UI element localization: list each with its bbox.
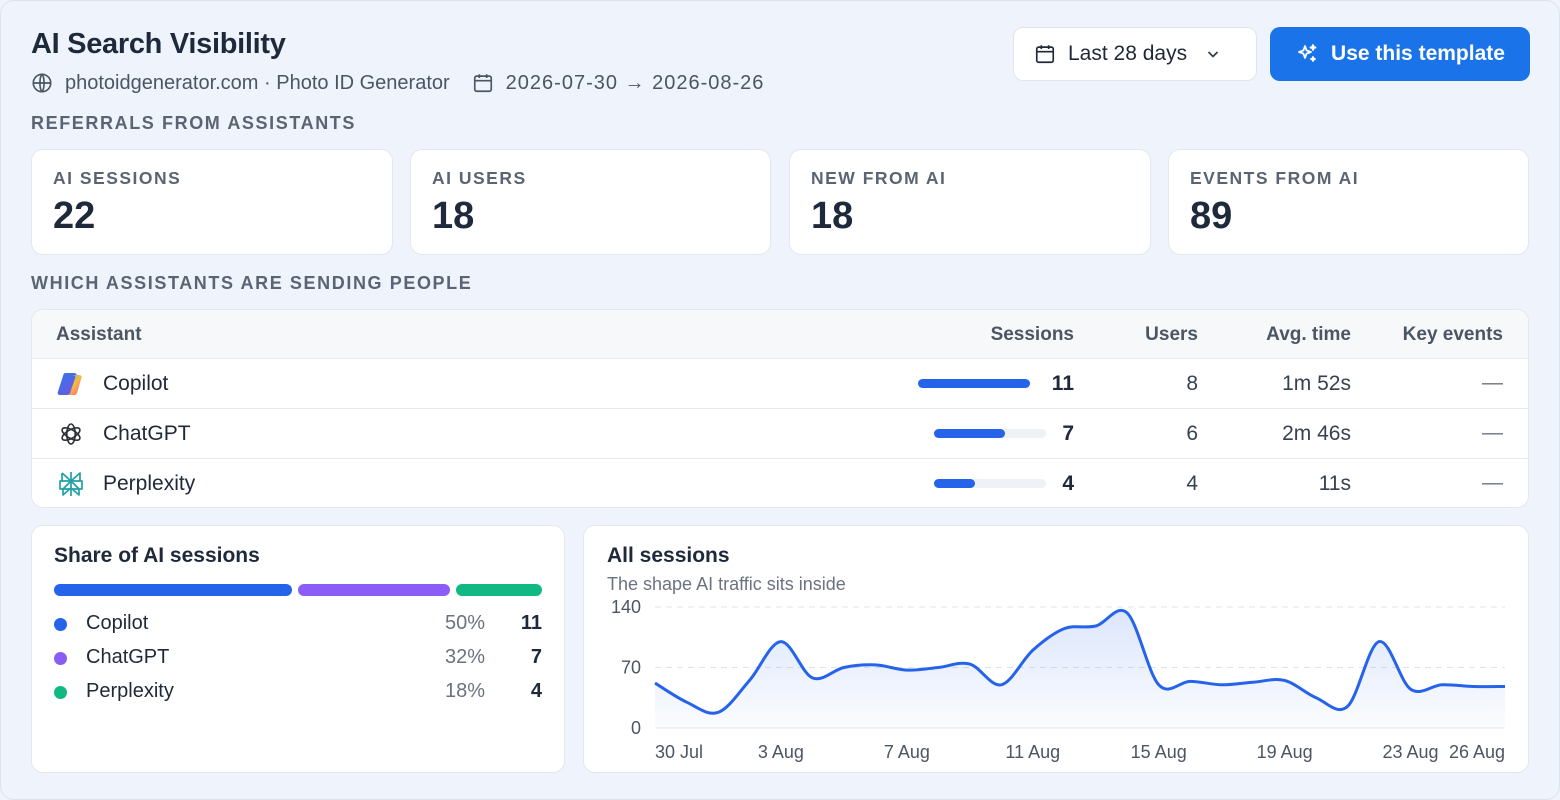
- legend-dot: [54, 652, 67, 665]
- key-events-value: —: [1482, 421, 1503, 444]
- col-header-key-events[interactable]: Key events: [1402, 324, 1503, 345]
- sparkles-icon: [1295, 42, 1319, 66]
- sessions-bar: [934, 479, 1046, 488]
- chevron-down-icon: [1205, 46, 1221, 62]
- legend-percent: 50%: [444, 612, 485, 634]
- col-header-avg-time[interactable]: Avg. time: [1266, 324, 1351, 345]
- date-range-select[interactable]: Last 28 days: [1013, 27, 1257, 81]
- users-value: 8: [1186, 372, 1198, 395]
- copilot-logo-icon: [56, 371, 86, 397]
- page-meta: photoidgenerator.com · Photo ID Generato…: [31, 70, 764, 96]
- table-row[interactable]: ChatGPT 7 6 2m 46s —: [32, 409, 1528, 459]
- avg-time-value: 1m 52s: [1282, 372, 1351, 395]
- sessions-value: 7: [1062, 422, 1074, 445]
- kpi-label: AI SESSIONS: [53, 168, 182, 188]
- col-header-assistant[interactable]: Assistant: [56, 324, 142, 345]
- legend-count: 11: [520, 612, 542, 634]
- chart-subtitle: The shape AI traffic sits inside: [607, 574, 846, 594]
- share-segment-perplexity: [456, 584, 542, 596]
- col-header-users[interactable]: Users: [1145, 324, 1198, 345]
- sessions-bar-fill: [934, 429, 1006, 438]
- y-tick-label: 0: [631, 718, 641, 738]
- users-value: 6: [1186, 422, 1198, 445]
- site-name: photoidgenerator.com · Photo ID Generato…: [65, 71, 450, 94]
- x-tick-label: 26 Aug: [1449, 742, 1505, 762]
- sessions-line: [654, 609, 1506, 715]
- kpi-label: AI USERS: [432, 168, 527, 188]
- legend-name: ChatGPT: [86, 646, 170, 668]
- assistants-table: Assistant Sessions Users Avg. time Key e…: [31, 309, 1529, 508]
- x-tick-label: 15 Aug: [1131, 742, 1187, 762]
- kpi-value: 22: [53, 195, 96, 237]
- date-range: 2026-07-30 → 2026-08-26: [505, 71, 765, 94]
- perplexity-logo-icon: [56, 471, 86, 497]
- sessions-chart: 140 70 0 30 Jul 3 Aug 7 Aug 11 Aug 15 Aug 19 Aug…: [611, 597, 1506, 762]
- globe-icon: [31, 72, 53, 94]
- x-tick-label: 30 Jul: [655, 742, 703, 762]
- sessions-bar-fill: [918, 379, 1030, 388]
- kpi-card-ai-sessions: AI SESSIONS 22: [31, 149, 393, 255]
- sessions-value: 4: [1062, 472, 1074, 495]
- legend-dot: [54, 686, 67, 699]
- calendar-icon: [472, 72, 494, 94]
- x-tick-label: 11 Aug: [1005, 742, 1060, 762]
- table-row[interactable]: Perplexity 4 4 11s —: [32, 459, 1528, 507]
- share-title: Share of AI sessions: [54, 544, 260, 567]
- assistant-name: Perplexity: [103, 472, 196, 495]
- table-row[interactable]: Copilot 11 8 1m 52s —: [32, 359, 1528, 409]
- col-header-sessions[interactable]: Sessions: [990, 324, 1074, 345]
- use-template-button[interactable]: Use this template: [1270, 27, 1530, 81]
- avg-time-value: 2m 46s: [1282, 422, 1351, 445]
- x-tick-label: 3 Aug: [758, 742, 804, 762]
- legend-name: Copilot: [86, 612, 149, 634]
- share-legend-item: Perplexity 18% 4: [54, 679, 542, 705]
- share-legend-item: ChatGPT 32% 7: [54, 645, 542, 671]
- assistant-name: ChatGPT: [103, 422, 191, 445]
- x-tick-label: 7 Aug: [884, 742, 930, 762]
- page-title: AI Search Visibility: [31, 28, 286, 60]
- share-segment-copilot: [54, 584, 292, 596]
- kpi-label: NEW FROM AI: [811, 168, 947, 188]
- kpi-label: EVENTS FROM AI: [1190, 168, 1360, 188]
- share-legend-item: Copilot 50% 11: [54, 611, 542, 637]
- users-value: 4: [1186, 472, 1198, 495]
- legend-name: Perplexity: [86, 680, 174, 702]
- sessions-bar: [918, 379, 1030, 388]
- y-tick-label: 70: [621, 658, 641, 678]
- sessions-bar-fill: [934, 479, 975, 488]
- section-label-assistants: WHICH ASSISTANTS ARE SENDING PEOPLE: [31, 273, 473, 293]
- kpi-value: 18: [432, 195, 475, 237]
- chart-title: All sessions: [607, 544, 730, 567]
- sessions-bar: [934, 429, 1046, 438]
- kpi-value: 18: [811, 195, 854, 237]
- sessions-value: 11: [1051, 372, 1074, 395]
- x-tick-label: 23 Aug: [1383, 742, 1439, 762]
- share-segment-chatgpt: [298, 584, 450, 596]
- section-label-referrals: REFERRALS FROM ASSISTANTS: [31, 113, 357, 133]
- y-tick-label: 140: [611, 597, 641, 617]
- legend-count: 4: [530, 680, 542, 702]
- avg-time-value: 11s: [1318, 472, 1351, 495]
- table-header: Assistant Sessions Users Avg. time Key e…: [32, 310, 1528, 359]
- kpi-card-ai-users: AI USERS 18: [410, 149, 771, 255]
- key-events-value: —: [1482, 471, 1503, 494]
- kpi-value: 89: [1190, 195, 1233, 237]
- date-range-label: Last 28 days: [1068, 42, 1188, 65]
- kpi-card-events-from-ai: EVENTS FROM AI 89: [1168, 149, 1529, 255]
- chatgpt-logo-icon: [56, 421, 86, 447]
- legend-percent: 32%: [444, 646, 485, 668]
- sessions-area: [655, 610, 1505, 728]
- legend-dot: [54, 618, 67, 631]
- key-events-value: —: [1482, 371, 1503, 394]
- legend-count: 7: [530, 646, 542, 668]
- assistant-name: Copilot: [103, 372, 169, 395]
- legend-percent: 18%: [444, 680, 485, 702]
- calendar-icon: [1034, 43, 1056, 65]
- x-tick-label: 19 Aug: [1257, 742, 1313, 762]
- use-template-label: Use this template: [1331, 42, 1505, 65]
- kpi-card-new-from-ai: NEW FROM AI 18: [789, 149, 1151, 255]
- share-card: [31, 525, 565, 773]
